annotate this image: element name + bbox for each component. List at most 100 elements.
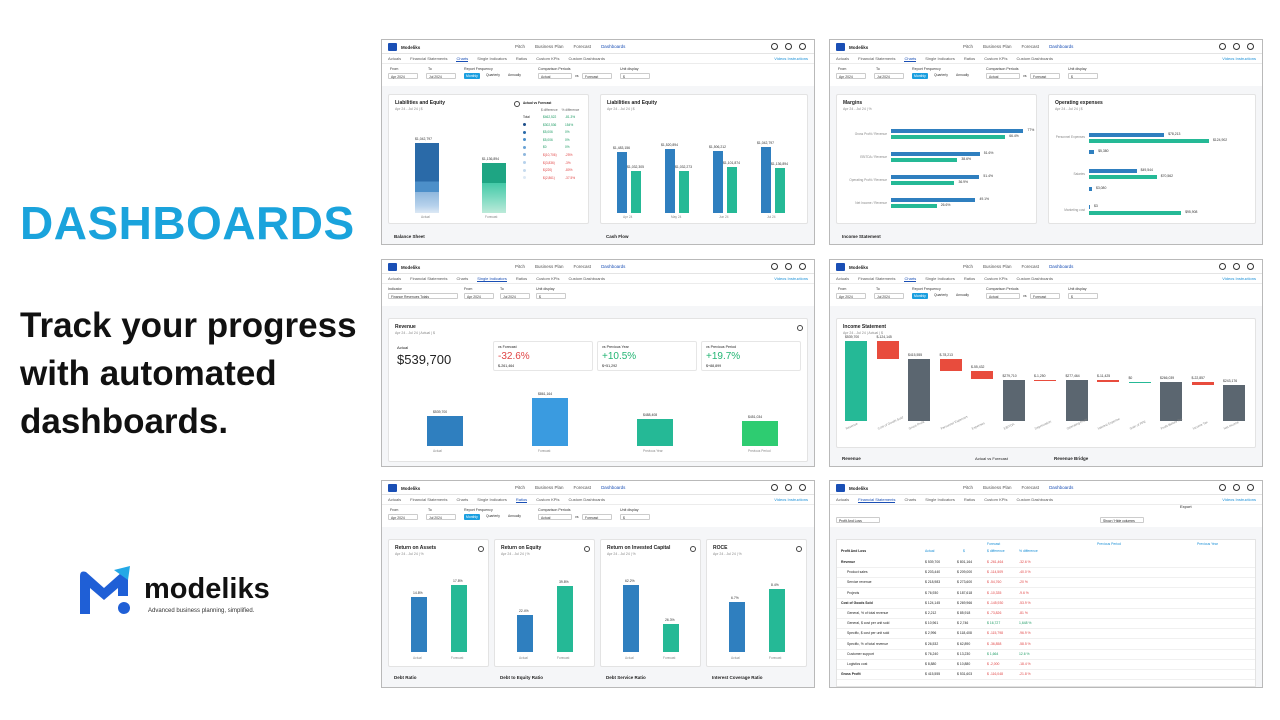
tab-custom-dashboards[interactable]: Custom Dashboards [568,276,605,281]
user-icon[interactable] [1247,263,1254,270]
nav-item-dashboards[interactable]: Dashboards [1049,44,1074,49]
tab-charts[interactable]: Charts [456,55,469,62]
freq-monthly[interactable]: Monthly [912,293,928,299]
settings-icon[interactable] [796,546,802,552]
nav-item-pitch[interactable]: Pitch [963,485,974,490]
videos-link[interactable]: Videos [774,276,787,281]
gear-icon[interactable] [785,43,792,50]
tab-single-indicators[interactable]: Single Indicators [477,497,507,502]
tab-custom-kpis[interactable]: Custom KPIs [536,56,560,61]
nav-item-forecast[interactable]: Forecast [573,44,592,49]
unit-select[interactable]: $ [620,73,650,79]
to-select[interactable]: Jul 2024 [500,293,530,299]
comparison-select[interactable]: Actual [986,73,1020,79]
user-icon[interactable] [1247,484,1254,491]
unit-select[interactable]: $ [620,514,650,520]
nav-item-forecast[interactable]: Forecast [1021,264,1040,269]
tab-financial-statements[interactable]: Financial Statements [858,276,896,281]
comparison-select[interactable]: Actual [538,73,572,79]
tab-single-indicators[interactable]: Single Indicators [925,276,955,281]
tab-single-indicators[interactable]: Single Indicators [477,275,507,282]
settings-icon[interactable] [584,546,590,552]
tab-actuals[interactable]: Actuals [836,56,850,61]
tab-custom-kpis[interactable]: Custom KPIs [984,276,1008,281]
from-select[interactable]: Apr 2024 [836,293,866,299]
nav-item-business-plan[interactable]: Business Plan [535,264,564,269]
unit-select[interactable]: $ [1068,73,1098,79]
tab-financial-statements[interactable]: Financial Statements [858,56,896,61]
indicator-select[interactable]: Finance Revenues Totals [388,293,458,299]
videos-link[interactable]: Videos [1222,276,1235,281]
nav-item-pitch[interactable]: Pitch [515,485,526,490]
tab-charts[interactable]: Charts [904,497,917,502]
user-icon[interactable] [799,484,806,491]
user-icon[interactable] [1247,43,1254,50]
help-icon[interactable] [1219,484,1226,491]
nav-item-business-plan[interactable]: Business Plan [983,44,1012,49]
columns-select[interactable]: Show / Hide columns [1100,517,1144,523]
from-select[interactable]: Apr 2024 [836,73,866,79]
settings-icon[interactable] [797,325,803,331]
user-icon[interactable] [799,263,806,270]
instructions-link[interactable]: Instructions [787,276,808,281]
gear-icon[interactable] [1233,263,1240,270]
freq-monthly[interactable]: Monthly [464,514,480,520]
settings-icon[interactable] [690,546,696,552]
tab-financial-statements[interactable]: Financial Statements [410,497,448,502]
tab-financial-statements[interactable]: Financial Statements [410,276,448,281]
comparison-select-2[interactable]: Forecast [582,73,612,79]
videos-link[interactable]: Videos [1222,497,1235,502]
nav-item-business-plan[interactable]: Business Plan [535,485,564,490]
tab-custom-kpis[interactable]: Custom KPIs [984,497,1008,502]
freq-annually[interactable]: Annually [956,293,970,297]
instructions-link[interactable]: Instructions [787,56,808,61]
nav-item-dashboards[interactable]: Dashboards [601,485,626,490]
nav-item-dashboards[interactable]: Dashboards [601,264,626,269]
comparison-select-2[interactable]: Forecast [1030,73,1060,79]
nav-item-forecast[interactable]: Forecast [573,264,592,269]
unit-select[interactable]: $ [1068,293,1098,299]
tab-actuals[interactable]: Actuals [388,56,402,61]
videos-link[interactable]: Videos [1222,56,1235,61]
tab-ratios[interactable]: Ratios [963,276,976,281]
tab-financial-statements[interactable]: Financial Statements [410,56,448,61]
freq-annually[interactable]: Annually [956,73,970,77]
export-button[interactable]: Export [1180,504,1192,509]
tab-actuals[interactable]: Actuals [836,276,850,281]
comparison-select[interactable]: Actual [986,293,1020,299]
tab-custom-dashboards[interactable]: Custom Dashboards [1016,56,1053,61]
tab-ratios[interactable]: Ratios [515,496,528,503]
tab-single-indicators[interactable]: Single Indicators [925,56,955,61]
nav-item-forecast[interactable]: Forecast [573,485,592,490]
help-icon[interactable] [771,43,778,50]
tab-financial-statements[interactable]: Financial Statements [858,496,896,503]
freq-quarterly[interactable]: Quarterly [934,293,948,297]
statement-select[interactable]: Profit And Loss [836,517,880,523]
tab-charts[interactable]: Charts [456,276,469,281]
videos-link[interactable]: Videos [774,56,787,61]
tab-charts[interactable]: Charts [904,275,917,282]
freq-monthly[interactable]: Monthly [912,73,928,79]
nav-item-pitch[interactable]: Pitch [515,264,526,269]
nav-item-forecast[interactable]: Forecast [1021,485,1040,490]
tab-actuals[interactable]: Actuals [388,497,402,502]
nav-item-business-plan[interactable]: Business Plan [983,485,1012,490]
nav-item-pitch[interactable]: Pitch [963,44,974,49]
from-select[interactable]: Apr 2024 [388,73,418,79]
nav-item-dashboards[interactable]: Dashboards [601,44,626,49]
nav-item-forecast[interactable]: Forecast [1021,44,1040,49]
freq-quarterly[interactable]: Quarterly [934,73,948,77]
help-icon[interactable] [1219,263,1226,270]
tab-custom-dashboards[interactable]: Custom Dashboards [1016,276,1053,281]
to-select[interactable]: Jul 2024 [874,73,904,79]
nav-item-dashboards[interactable]: Dashboards [1049,485,1074,490]
help-icon[interactable] [771,263,778,270]
gear-icon[interactable] [785,484,792,491]
settings-icon[interactable] [514,101,520,107]
freq-annually[interactable]: Annually [508,73,522,77]
instructions-link[interactable]: Instructions [787,497,808,502]
nav-item-dashboards[interactable]: Dashboards [1049,264,1074,269]
tab-actuals[interactable]: Actuals [388,276,402,281]
tab-ratios[interactable]: Ratios [515,276,528,281]
nav-item-business-plan[interactable]: Business Plan [983,264,1012,269]
